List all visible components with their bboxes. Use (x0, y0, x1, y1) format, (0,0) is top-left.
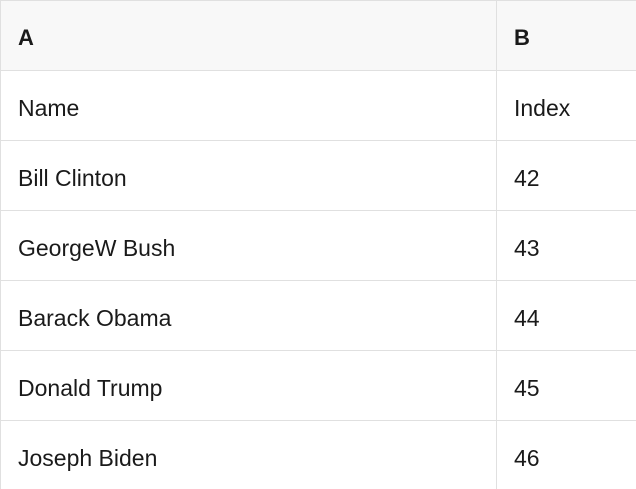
table-row: Donald Trump 45 (0, 350, 636, 421)
cell-index[interactable]: 45 (496, 350, 636, 421)
cell-index[interactable]: 44 (496, 280, 636, 351)
table-row: Joseph Biden 46 (0, 420, 636, 489)
table-row: GeorgeW Bush 43 (0, 210, 636, 281)
cell-name[interactable]: Bill Clinton (0, 140, 497, 211)
cell-name[interactable]: Donald Trump (0, 350, 497, 421)
column-header-b[interactable]: B (496, 0, 636, 71)
cell-name[interactable]: GeorgeW Bush (0, 210, 497, 281)
header-row: A B (0, 0, 636, 71)
cell-name[interactable]: Barack Obama (0, 280, 497, 351)
column-header-a[interactable]: A (0, 0, 497, 71)
cell-index[interactable]: 46 (496, 420, 636, 489)
cell-name-header[interactable]: Name (0, 70, 497, 141)
table-row: Bill Clinton 42 (0, 140, 636, 211)
cell-name[interactable]: Joseph Biden (0, 420, 497, 489)
cell-index-header[interactable]: Index (496, 70, 636, 141)
cell-index[interactable]: 42 (496, 140, 636, 211)
cell-index[interactable]: 43 (496, 210, 636, 281)
table-row: Barack Obama 44 (0, 280, 636, 351)
table-row: Name Index (0, 70, 636, 141)
